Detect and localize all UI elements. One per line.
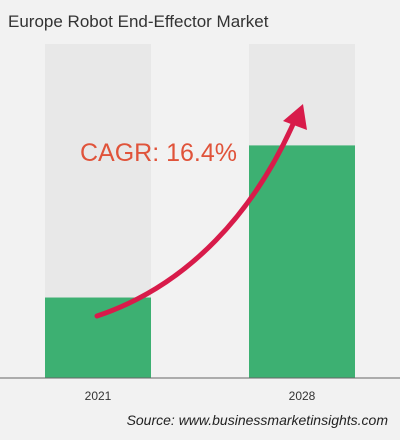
chart-title: Europe Robot End-Effector Market — [8, 12, 269, 31]
bar-2021 — [45, 297, 151, 378]
x-tick-label: 2021 — [85, 389, 112, 403]
x-tick-label: 2028 — [289, 389, 316, 403]
source-note: Source: www.businessmarketinsights.com — [126, 412, 388, 428]
cagr-arrow-head — [283, 104, 307, 130]
bar-2028 — [249, 145, 355, 378]
cagr-arrow — [94, 119, 297, 319]
cagr-label: CAGR: 16.4% — [80, 139, 237, 167]
